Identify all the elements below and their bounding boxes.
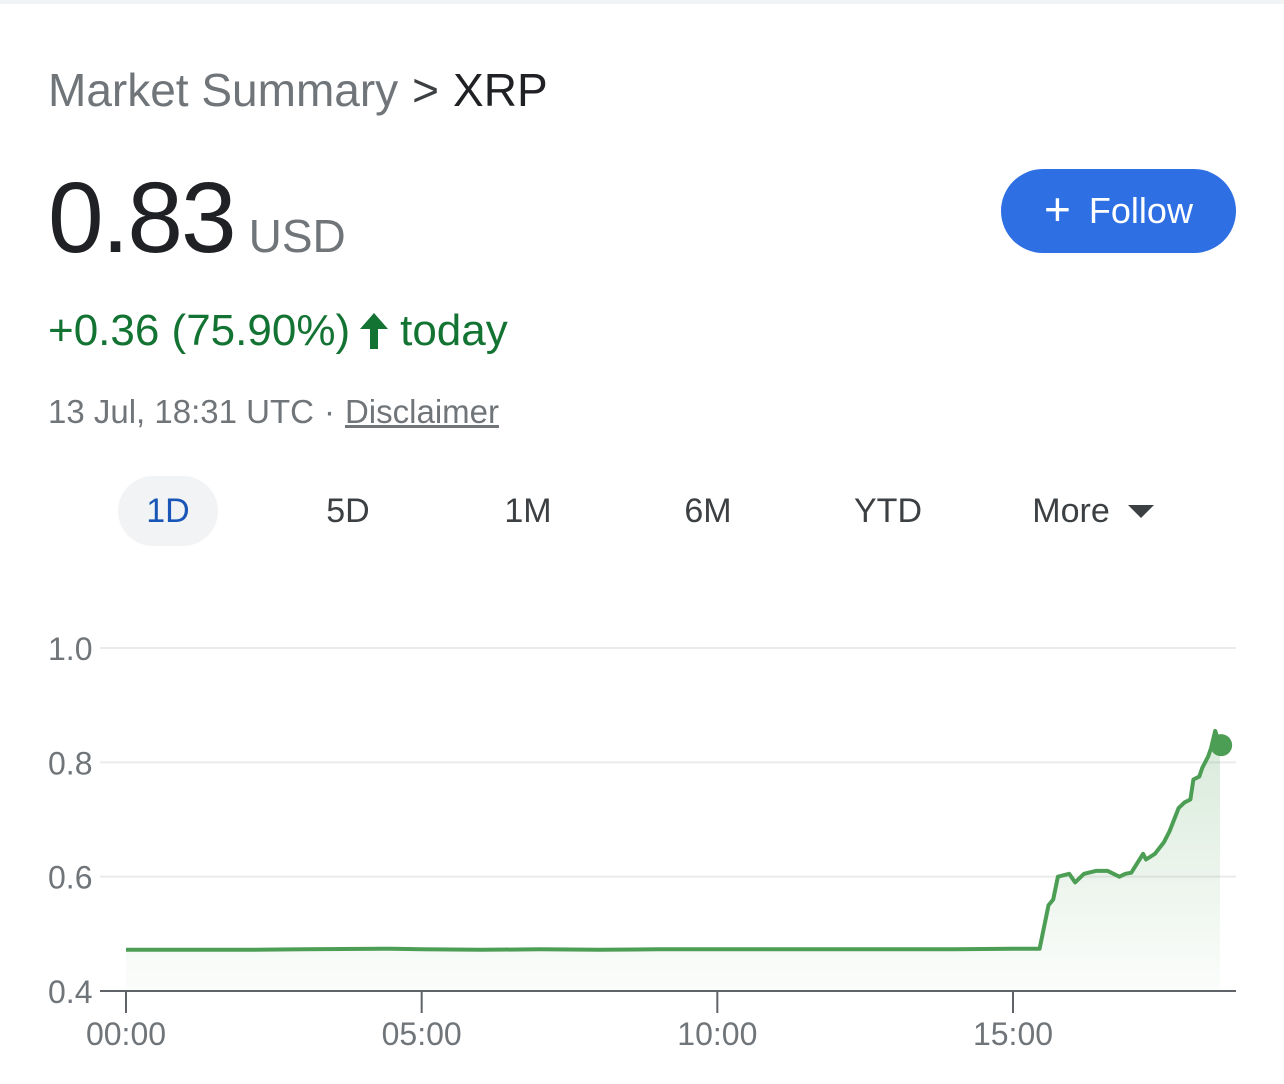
price-area	[126, 730, 1220, 991]
price-chart: 1.0 0.8 0.6 0.4 00:00 05:00 10:00 15:00	[48, 631, 1236, 1052]
timestamp: 13 Jul, 18:31 UTC	[48, 393, 314, 430]
x-axis: 00:00 05:00 10:00 15:00	[86, 991, 1053, 1052]
tab-6m[interactable]: 6M	[684, 491, 732, 530]
meta-separator: ·	[323, 393, 335, 430]
x-tick-label: 05:00	[382, 1016, 462, 1052]
arrow-up-icon	[360, 313, 389, 349]
tab-ytd[interactable]: YTD	[854, 491, 922, 530]
last-price-dot[interactable]	[1210, 734, 1233, 757]
price-change: +0.36 (75.90%) today	[48, 304, 508, 358]
x-tick-label: 15:00	[973, 1016, 1053, 1052]
y-axis: 1.0 0.8 0.6 0.4	[48, 631, 92, 1010]
price-line	[126, 728, 1222, 952]
y-tick-label: 0.4	[48, 974, 92, 1010]
timestamp-row: 13 Jul, 18:31 UTC · Disclaimer	[48, 392, 499, 432]
caret-down-icon	[1127, 504, 1154, 518]
breadcrumb-current: XRP	[453, 64, 548, 116]
tab-1m[interactable]: 1M	[504, 491, 552, 530]
change-period: today	[400, 306, 508, 355]
breadcrumb-market-summary[interactable]: Market Summary	[48, 64, 399, 116]
x-tick-label: 00:00	[86, 1016, 166, 1052]
y-tick-label: 0.8	[48, 745, 92, 781]
top-divider	[0, 0, 1284, 4]
y-tick-label: 1.0	[48, 631, 92, 667]
tab-1d[interactable]: 1D	[118, 476, 218, 546]
currency-label: USD	[248, 210, 346, 262]
follow-button-label: Follow	[1088, 190, 1193, 231]
follow-button[interactable]: + Follow	[1001, 169, 1236, 253]
disclaimer-link[interactable]: Disclaimer	[344, 393, 499, 430]
breadcrumb-separator: >	[412, 64, 440, 116]
breadcrumb: Market Summary > XRP	[48, 62, 548, 118]
change-value: +0.36 (75.90%)	[48, 306, 351, 355]
price-row: 0.83 USD	[48, 168, 346, 268]
x-tick-label: 10:00	[677, 1016, 757, 1052]
tab-5d[interactable]: 5D	[326, 491, 370, 530]
range-tabs: 1D 5D 1M 6M YTD More	[118, 476, 1178, 546]
y-tick-label: 0.6	[48, 860, 92, 896]
tab-more[interactable]: More	[1008, 476, 1178, 546]
plus-icon: +	[1044, 183, 1071, 235]
price-value: 0.83	[48, 162, 237, 274]
